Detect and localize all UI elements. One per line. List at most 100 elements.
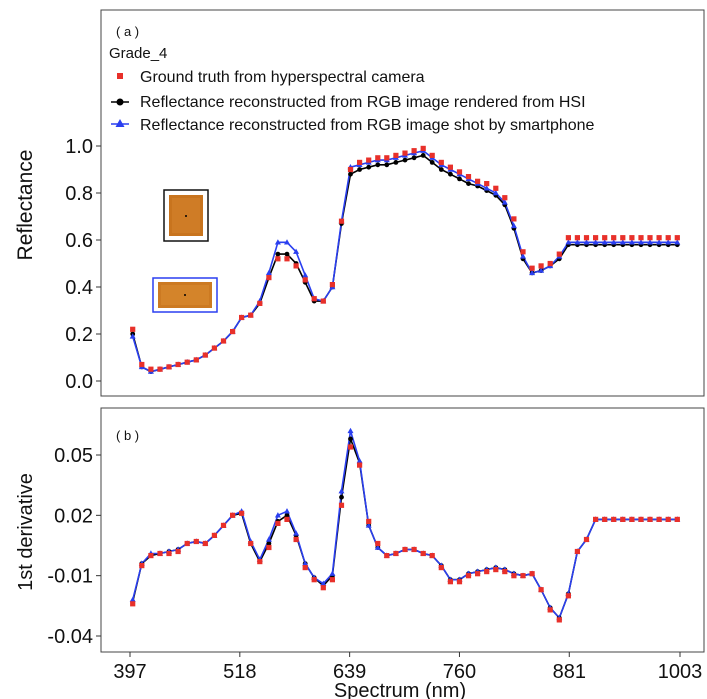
data-point (529, 269, 536, 276)
data-point (193, 357, 199, 363)
data-point (293, 536, 299, 543)
data-point (239, 314, 245, 321)
data-point (629, 516, 635, 522)
panel-b-label: ( b ) (116, 428, 139, 443)
data-point (365, 522, 372, 528)
data-point (574, 548, 580, 555)
data-point (492, 189, 499, 196)
data-point (656, 239, 663, 245)
data-point (157, 550, 163, 557)
data-point (393, 550, 399, 557)
data-point (484, 569, 490, 575)
series-line (131, 149, 678, 373)
data-point (457, 176, 462, 182)
data-point (529, 571, 535, 577)
x-tick-label: 518 (223, 661, 256, 683)
data-point (175, 361, 181, 368)
data-point (502, 569, 508, 575)
data-point (565, 593, 571, 599)
data-point (339, 494, 344, 500)
data-point (602, 516, 608, 522)
data-point (329, 282, 335, 288)
legend-label-smartphone: Reflectance reconstructed from RGB image… (140, 117, 595, 134)
data-point (356, 457, 363, 464)
data-point (619, 239, 626, 245)
data-point (230, 512, 236, 518)
panel-a-label: ( a ) (116, 24, 139, 39)
data-point (520, 249, 526, 255)
data-point (620, 516, 626, 522)
data-point (483, 185, 490, 191)
legend-marker-ground-truth (117, 73, 123, 79)
data-point (220, 522, 227, 528)
data-point (547, 607, 553, 613)
series-line (131, 154, 678, 373)
inset-thumbnail-hsi (163, 189, 209, 242)
data-point (302, 277, 308, 283)
data-point (593, 516, 599, 522)
data-point (402, 150, 408, 156)
data-point (402, 546, 408, 553)
data-point (202, 540, 208, 547)
data-point (601, 239, 608, 245)
data-point (665, 235, 671, 241)
data-point (520, 253, 526, 259)
data-point (130, 326, 136, 332)
series-line (131, 435, 678, 620)
data-point (529, 265, 535, 271)
data-point (257, 300, 263, 306)
data-point (393, 152, 399, 158)
data-point (456, 169, 463, 175)
x-tick-label: 881 (553, 661, 586, 683)
y-tick-label: 0.2 (65, 324, 93, 346)
x-tick-label: 1003 (658, 661, 703, 683)
data-point (275, 520, 281, 526)
data-point (184, 540, 190, 547)
data-point (411, 155, 417, 161)
data-point (610, 239, 617, 245)
data-point (447, 579, 453, 585)
y-tick-label: 0.0 (65, 371, 93, 393)
data-point (583, 239, 590, 245)
data-point (583, 235, 590, 241)
legend: Ground truth from hyperspectral camera R… (111, 69, 595, 134)
data-point (175, 548, 181, 555)
data-point (202, 352, 208, 358)
data-point (139, 361, 145, 368)
data-point (293, 530, 300, 536)
data-point (384, 155, 390, 161)
data-point (320, 298, 326, 304)
data-point (130, 601, 136, 607)
data-point (647, 235, 653, 241)
panel-b-yticks: -0.04 -0.01 0.02 0.05 (47, 445, 101, 648)
data-point (511, 573, 517, 579)
data-point (166, 364, 172, 370)
data-point (139, 563, 145, 569)
data-point (429, 152, 435, 158)
data-point (447, 164, 453, 170)
data-point (329, 577, 335, 583)
panel-a-yticks: 0.0 0.2 0.4 0.6 0.8 1.0 (65, 136, 101, 393)
data-point (574, 239, 581, 245)
data-point (265, 536, 272, 542)
data-point (284, 516, 290, 522)
data-point (638, 239, 644, 245)
data-point (510, 222, 517, 229)
data-point (665, 516, 671, 522)
data-point (302, 565, 308, 571)
data-point (284, 251, 290, 257)
data-point (375, 162, 381, 168)
data-point (411, 546, 417, 553)
data-point (484, 181, 490, 187)
data-point (538, 587, 544, 593)
data-point (293, 263, 299, 269)
data-point (148, 553, 154, 559)
panel-a-series (129, 145, 681, 374)
data-point (556, 617, 562, 623)
data-point (393, 160, 399, 165)
data-point (257, 559, 263, 565)
legend-marker-smartphone (115, 119, 125, 127)
data-point (465, 573, 472, 579)
data-point (357, 462, 363, 468)
